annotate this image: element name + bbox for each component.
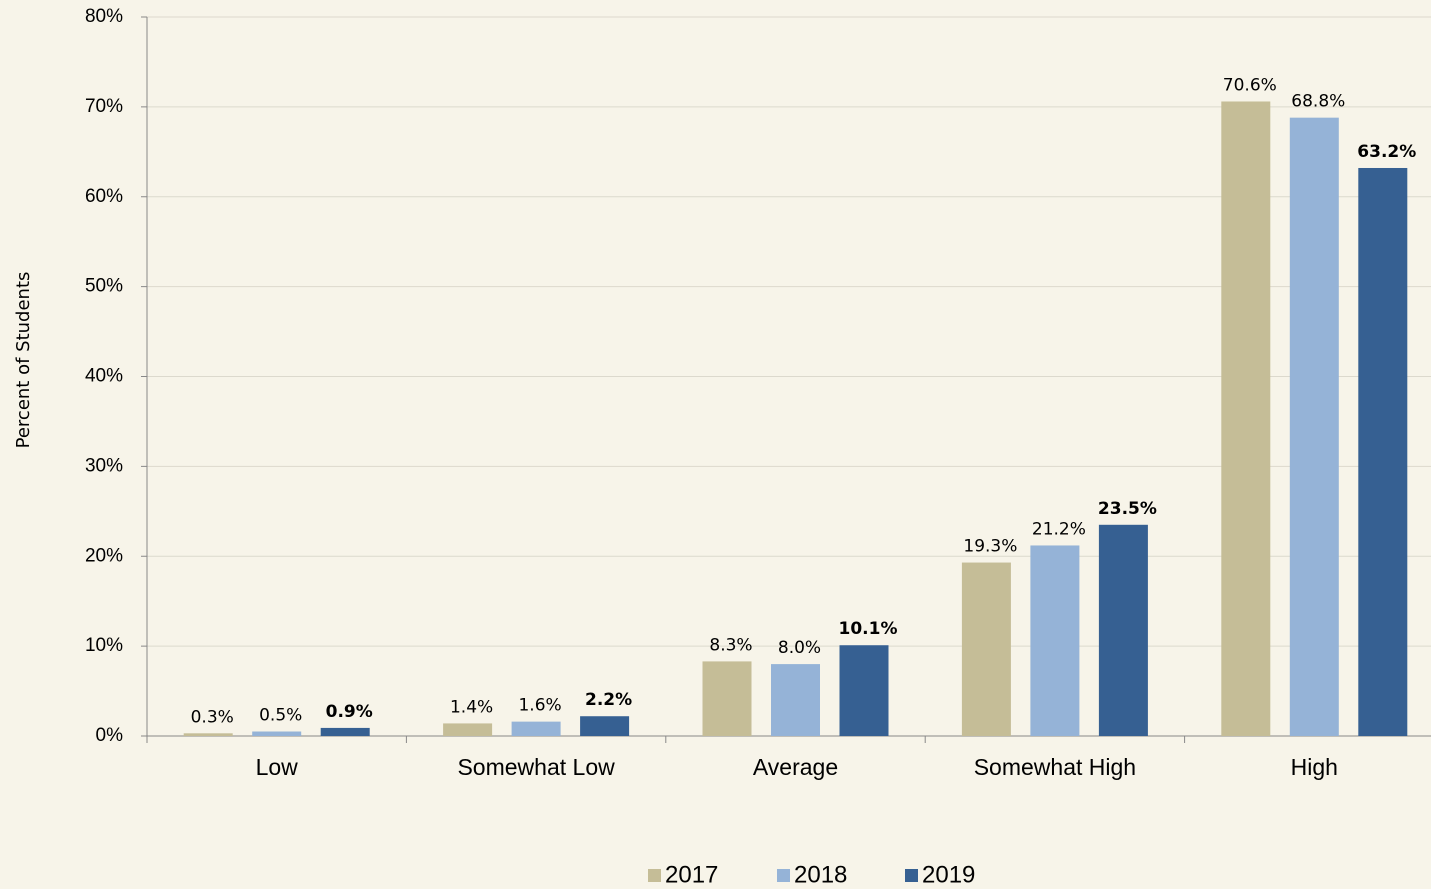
y-tick-label: 30% [85,455,123,476]
y-axis-label: Percent of Students [13,272,34,449]
bar [1221,101,1271,737]
data-label: 8.0% [778,638,821,658]
bar [320,727,370,736]
legend-swatch [777,869,790,882]
x-tick-label: High [1291,754,1338,780]
y-tick-label: 60% [85,186,123,207]
bar [702,661,752,736]
data-label: 23.5% [1098,499,1157,519]
bar [1289,117,1339,736]
bar [1030,545,1080,736]
y-tick-label: 0% [96,725,124,746]
bar [580,716,630,736]
data-label: 63.2% [1357,142,1416,162]
bar [252,731,302,736]
bar [511,721,561,736]
legend-swatch [905,869,918,882]
y-tick-label: 80% [85,6,123,27]
bar [183,733,233,736]
data-label: 0.3% [191,707,234,727]
y-tick-label: 70% [85,96,123,117]
legend-label: 2018 [794,861,847,888]
legend-label: 2019 [922,861,975,888]
bar [1098,524,1148,736]
legend-swatch [648,869,661,882]
y-tick-label: 40% [85,366,123,387]
y-tick-label: 20% [85,545,123,566]
x-tick-label: Somewhat Low [457,754,615,780]
data-label: 1.4% [450,697,493,717]
x-tick-label: Average [753,754,838,780]
data-label: 0.9% [326,702,373,722]
data-label: 1.6% [518,696,561,716]
data-label: 70.6% [1223,75,1277,95]
data-label: 21.2% [1032,519,1086,539]
data-label: 10.1% [839,619,898,639]
data-label: 2.2% [585,690,632,710]
data-label: 8.3% [709,635,752,655]
bar [1358,167,1408,737]
legend-label: 2017 [665,861,718,888]
x-tick-label: Low [256,754,299,780]
bar [771,664,820,736]
data-label: 68.8% [1291,92,1345,112]
bar [839,645,889,736]
y-tick-label: 50% [85,276,123,297]
data-label: 19.3% [963,537,1017,557]
y-tick-label: 10% [85,635,123,656]
bar [961,562,1011,736]
data-label: 0.5% [259,706,302,726]
bar [443,723,493,736]
x-tick-label: Somewhat High [974,754,1136,780]
